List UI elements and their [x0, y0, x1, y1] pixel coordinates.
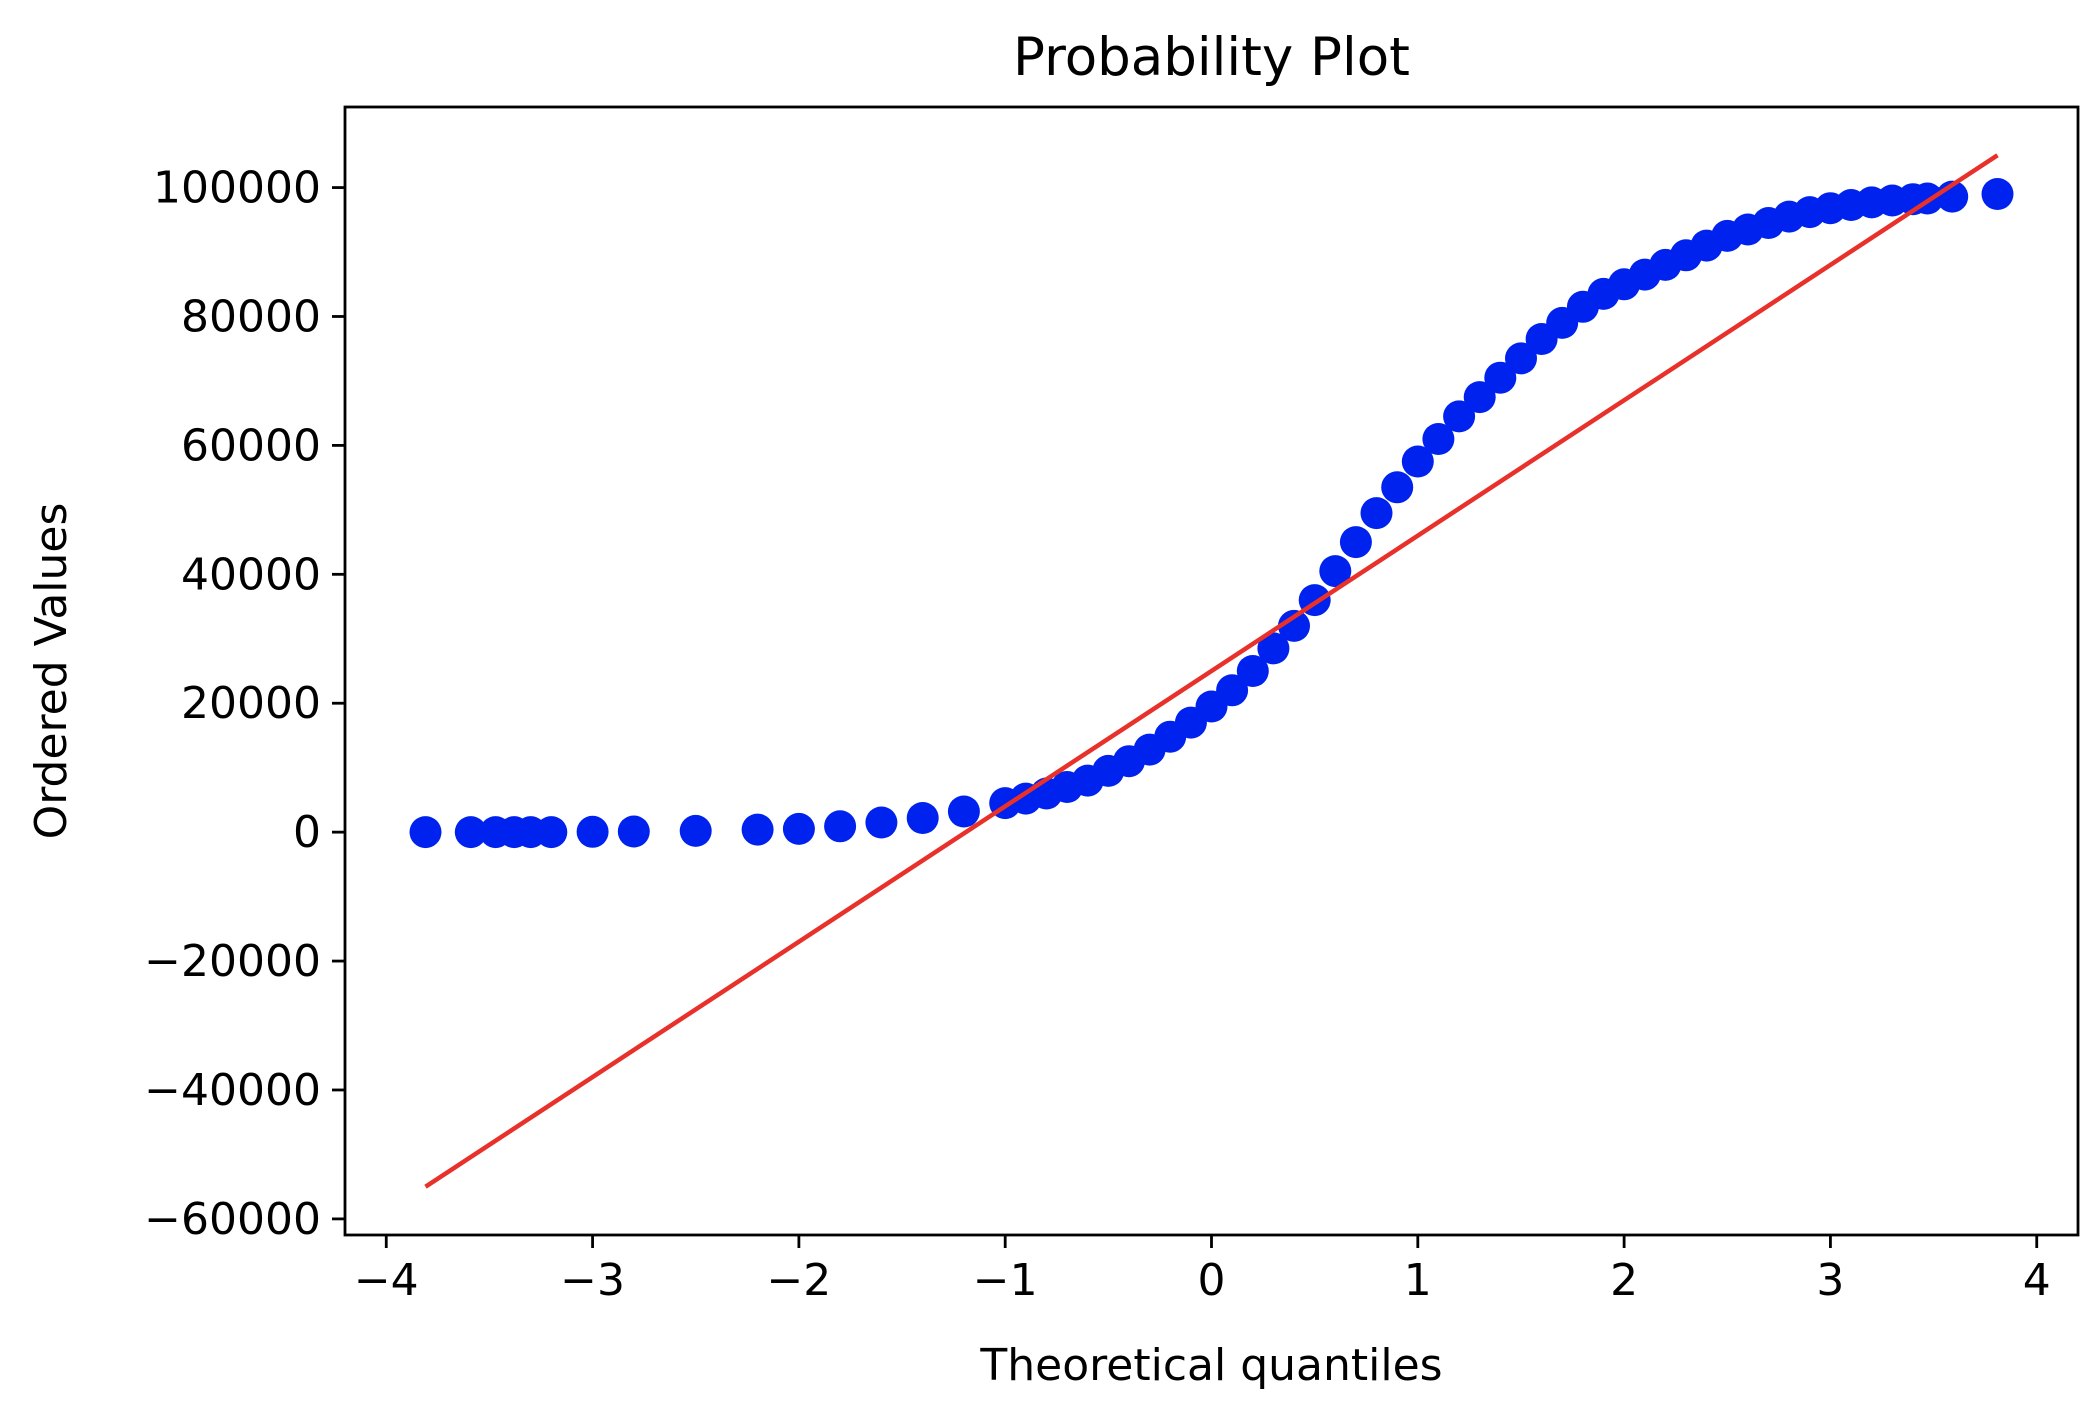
data-point — [782, 812, 815, 845]
y-tick-label: 20000 — [181, 678, 321, 729]
x-tick-label: −1 — [973, 1255, 1038, 1306]
data-point — [679, 814, 712, 847]
x-axis-title: Theoretical quantiles — [979, 1340, 1442, 1391]
x-tick-label: −4 — [354, 1255, 419, 1306]
fit-line — [424, 153, 1999, 1189]
data-point — [947, 795, 980, 828]
x-tick-label: 1 — [1404, 1255, 1432, 1306]
data-point — [535, 816, 568, 849]
data-point — [409, 816, 442, 849]
chart-title: Probability Plot — [1013, 27, 1410, 88]
y-axis-ticks: −60000 −40000 −20000 0 20000 40000 60000 80000 1… — [144, 163, 345, 1245]
data-point — [576, 815, 609, 848]
x-axis-ticks: −4 −3 −2 −1 0 1 2 3 4 — [354, 1235, 2051, 1306]
y-tick-label: 40000 — [181, 549, 321, 600]
y-tick-label: −40000 — [144, 1065, 321, 1116]
data-point — [741, 813, 774, 846]
y-axis-title: Ordered Values — [26, 503, 77, 840]
series-layer — [409, 153, 2014, 1189]
data-point — [1236, 655, 1269, 687]
data-point — [1422, 423, 1455, 455]
data-point — [1278, 609, 1310, 642]
data-point — [1401, 445, 1434, 478]
x-tick-label: −2 — [766, 1255, 831, 1306]
y-tick-label: 100000 — [153, 163, 321, 214]
data-point — [1257, 632, 1290, 665]
x-tick-label: 4 — [2023, 1255, 2051, 1306]
data-point — [1981, 178, 2014, 210]
y-tick-label: 0 — [293, 807, 321, 858]
data-point — [1505, 342, 1537, 375]
data-point — [865, 806, 898, 839]
data-point — [1319, 555, 1352, 588]
data-point — [1216, 674, 1249, 707]
y-tick-label: −20000 — [144, 936, 321, 987]
data-point — [1339, 526, 1372, 559]
data-point — [824, 810, 857, 843]
x-tick-label: −3 — [560, 1255, 625, 1306]
y-tick-label: −60000 — [144, 1194, 321, 1245]
y-tick-label: 80000 — [181, 291, 321, 342]
data-point — [1484, 361, 1517, 394]
data-point — [1360, 497, 1393, 530]
y-tick-label: 60000 — [181, 420, 321, 471]
data-point — [1443, 400, 1476, 433]
x-tick-label: 2 — [1610, 1255, 1638, 1306]
data-point — [454, 816, 487, 849]
data-point — [1463, 381, 1496, 414]
data-point — [906, 802, 939, 834]
data-point — [617, 815, 650, 848]
x-tick-label: 0 — [1198, 1255, 1226, 1306]
data-point — [1381, 471, 1414, 504]
x-tick-label: 3 — [1816, 1255, 1844, 1306]
